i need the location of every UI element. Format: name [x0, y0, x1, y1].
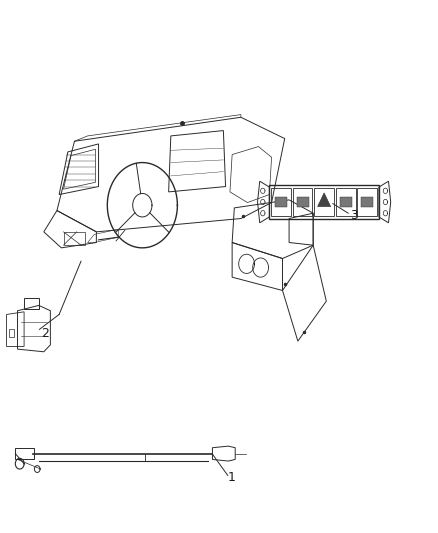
Text: 1: 1	[228, 471, 236, 483]
Text: 3: 3	[350, 209, 358, 222]
Polygon shape	[361, 197, 373, 207]
Bar	[9, 329, 14, 337]
Polygon shape	[318, 193, 331, 207]
Polygon shape	[275, 197, 287, 207]
Polygon shape	[340, 197, 352, 207]
Text: 2: 2	[42, 327, 49, 340]
Polygon shape	[297, 197, 308, 207]
